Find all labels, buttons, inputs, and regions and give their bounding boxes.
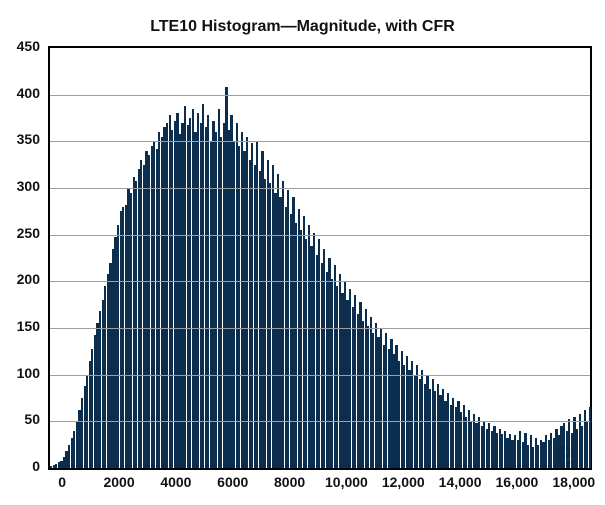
y-tick-label: 50 <box>0 411 40 427</box>
plot-area <box>48 46 592 470</box>
gridline-h <box>50 188 590 189</box>
y-tick-label: 100 <box>0 365 40 381</box>
gridline-h <box>50 141 590 142</box>
y-tick-label: 350 <box>0 131 40 147</box>
chart-title: LTE10 Histogram—Magnitude, with CFR <box>0 18 605 36</box>
y-tick-label: 250 <box>0 225 40 241</box>
x-tick-label: 6000 <box>217 474 248 490</box>
bars-container <box>50 48 590 468</box>
x-tick-label: 14,000 <box>439 474 482 490</box>
y-tick-label: 200 <box>0 271 40 287</box>
x-tick-label: 18,000 <box>552 474 595 490</box>
y-tick-label: 0 <box>0 458 40 474</box>
y-tick-label: 300 <box>0 178 40 194</box>
x-tick-label: 16,000 <box>496 474 539 490</box>
x-tick-label: 0 <box>58 474 66 490</box>
gridline-h <box>50 281 590 282</box>
gridline-h <box>50 95 590 96</box>
y-tick-label: 400 <box>0 85 40 101</box>
x-tick-label: 8000 <box>274 474 305 490</box>
histogram-bar <box>589 407 591 468</box>
x-tick-label: 4000 <box>160 474 191 490</box>
gridline-h <box>50 328 590 329</box>
x-tick-label: 10,000 <box>325 474 368 490</box>
y-tick-label: 450 <box>0 38 40 54</box>
y-tick-label: 150 <box>0 318 40 334</box>
gridline-h <box>50 375 590 376</box>
gridline-h <box>50 421 590 422</box>
x-tick-label: 2000 <box>103 474 134 490</box>
x-tick-label: 12,000 <box>382 474 425 490</box>
gridline-h <box>50 235 590 236</box>
